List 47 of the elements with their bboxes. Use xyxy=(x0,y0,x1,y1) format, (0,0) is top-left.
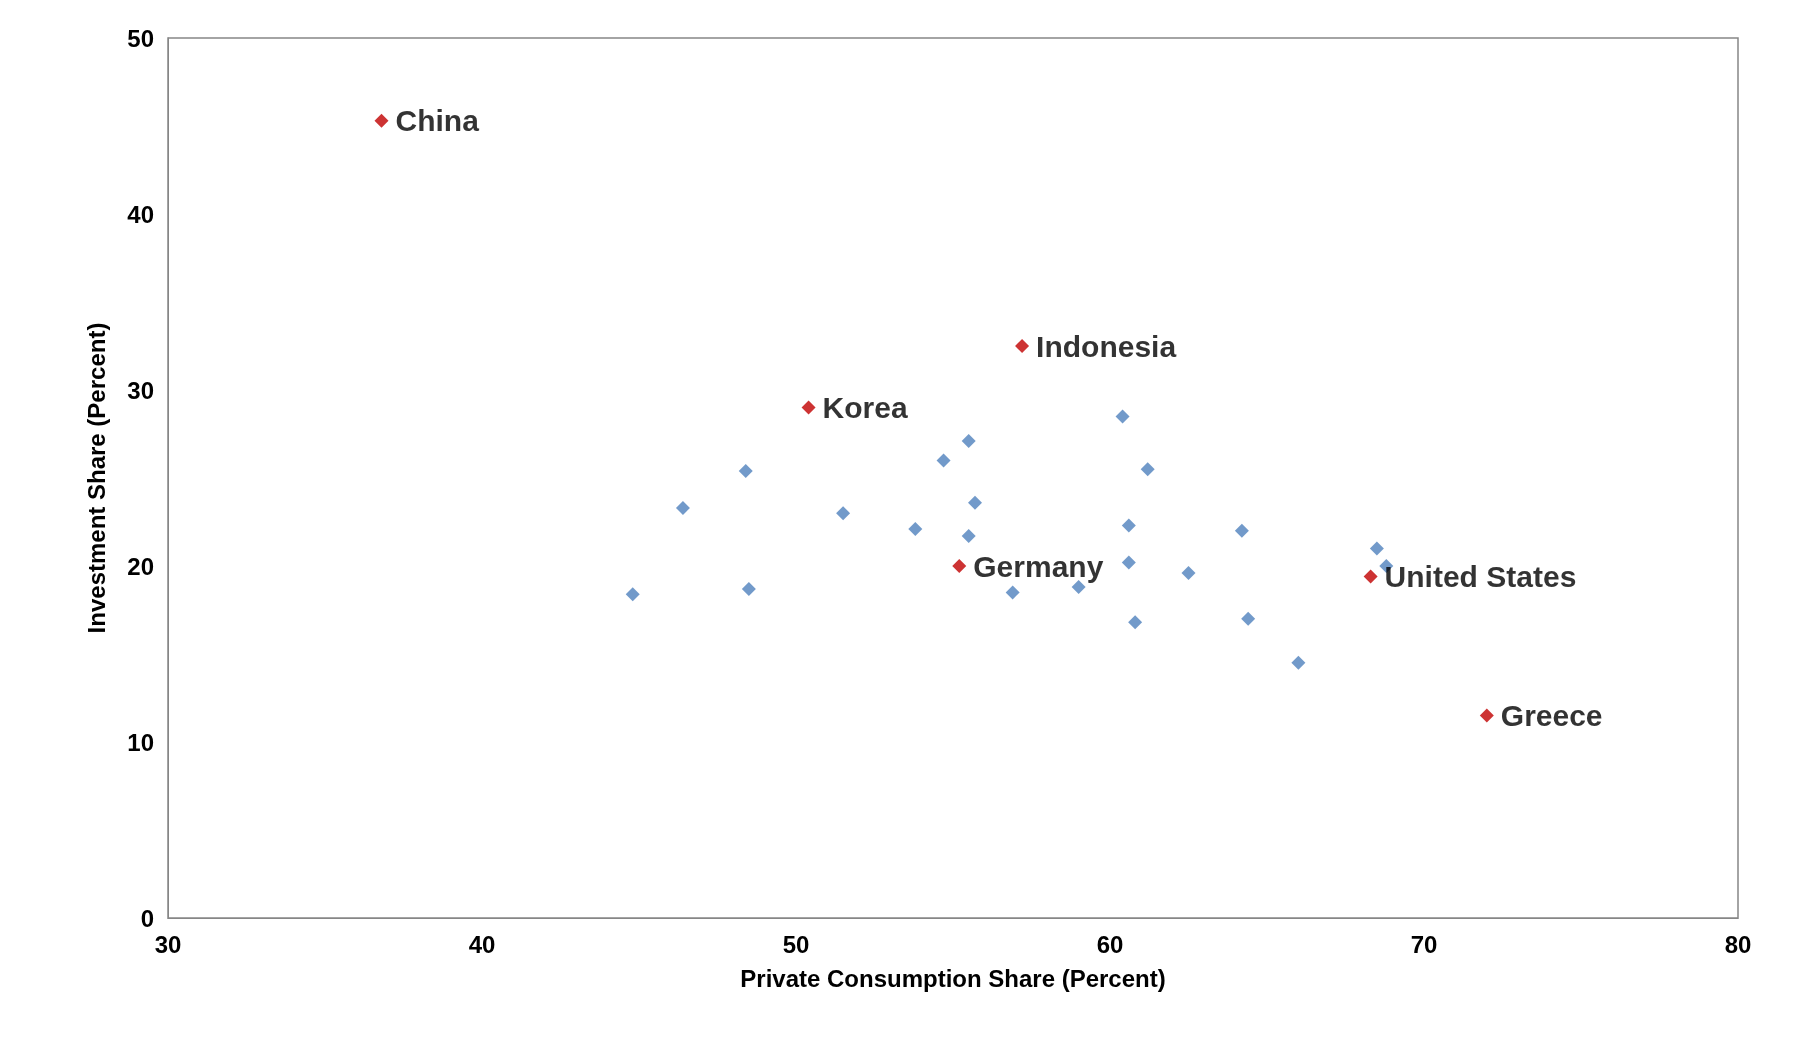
x-tick-label: 30 xyxy=(154,930,182,958)
x-tick-label: 60 xyxy=(1096,930,1124,958)
annotation: China xyxy=(395,104,480,138)
annotation: Greece xyxy=(1500,699,1603,733)
point xyxy=(1181,566,1196,581)
point xyxy=(1369,541,1384,556)
point xyxy=(738,463,753,478)
point xyxy=(741,581,756,596)
point xyxy=(1363,569,1378,584)
point xyxy=(801,400,816,415)
point xyxy=(836,506,851,521)
point xyxy=(1234,523,1249,538)
point xyxy=(1241,611,1256,626)
point xyxy=(1121,555,1136,570)
point xyxy=(961,529,976,544)
x-tick-label: 50 xyxy=(782,930,810,958)
annotation: Germany xyxy=(973,549,1104,583)
point xyxy=(967,495,982,510)
annotation: United States xyxy=(1384,560,1577,594)
y-tick-label: 10 xyxy=(127,728,154,756)
point xyxy=(675,500,690,515)
y-tick-label: 40 xyxy=(127,200,154,228)
point xyxy=(1121,518,1136,533)
point xyxy=(625,587,640,602)
point xyxy=(1140,462,1155,477)
x-tick-label: 80 xyxy=(1724,930,1752,958)
y-axis-title: Investment Share (Percent) xyxy=(82,322,110,634)
point xyxy=(1291,655,1306,670)
point xyxy=(908,522,923,537)
annotation: Indonesia xyxy=(1036,329,1177,363)
x-tick-label: 70 xyxy=(1410,930,1438,958)
point xyxy=(1479,708,1494,723)
x-axis-title: Private Consumption Share (Percent) xyxy=(740,964,1166,992)
x-tick-label: 40 xyxy=(468,930,496,958)
point xyxy=(1128,615,1143,630)
point xyxy=(1115,409,1130,424)
y-tick-label: 0 xyxy=(140,904,154,932)
annotation: Korea xyxy=(822,391,908,425)
point xyxy=(952,559,967,573)
point xyxy=(1015,339,1030,353)
point xyxy=(936,453,951,468)
y-tick-label: 20 xyxy=(127,552,154,580)
point xyxy=(1005,585,1020,600)
point xyxy=(961,434,976,449)
point xyxy=(374,113,389,128)
y-tick-label: 30 xyxy=(127,376,154,404)
y-tick-label: 50 xyxy=(127,24,154,52)
